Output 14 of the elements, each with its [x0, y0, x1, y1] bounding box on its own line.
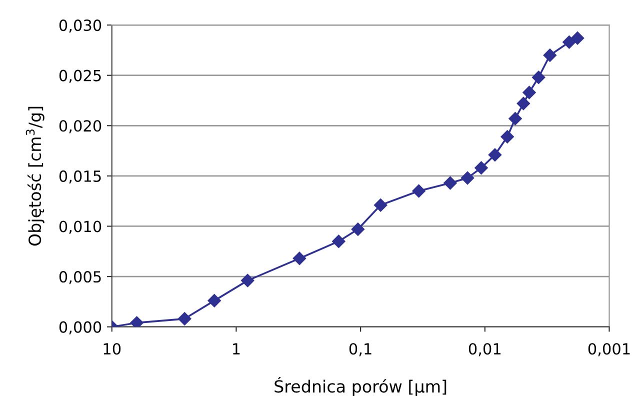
y-tick-label: 0,000 — [59, 321, 102, 334]
x-tick-label: 1 — [233, 343, 240, 354]
y-tick-label: 0,015 — [59, 170, 101, 184]
y-tick-label: 0,020 — [59, 120, 102, 134]
y-tick-label: 0,025 — [59, 70, 101, 83]
x-axis-title: Średnica porów [µm] — [274, 377, 446, 396]
x-tick-label: 0,01 — [468, 343, 500, 356]
x-tick-label: 0,001 — [588, 343, 630, 356]
y-axis-title: Objętość [cm$^{3}$/g] — [26, 106, 44, 246]
x-tick-label: 10 — [104, 343, 121, 355]
y-tick-label: 0,030 — [59, 20, 102, 33]
y-tick-label: 0,010 — [59, 220, 102, 234]
x-tick-label: 0,1 — [349, 343, 372, 356]
y-tick-label: 0,005 — [59, 271, 101, 284]
